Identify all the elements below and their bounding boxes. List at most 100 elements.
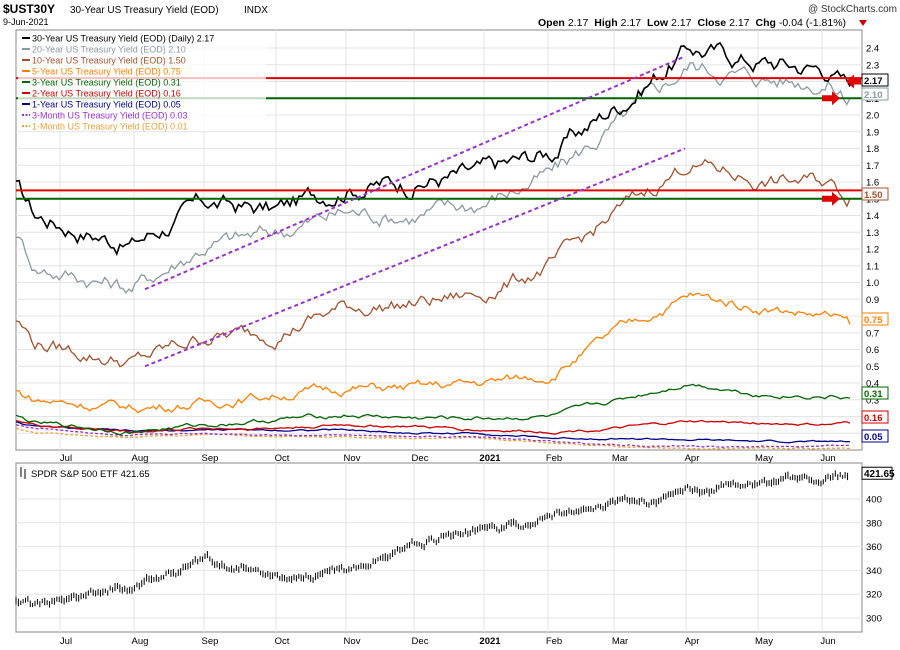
- ohlc-low-label: Low: [647, 17, 669, 29]
- triangle-down-icon[interactable]: [859, 20, 867, 26]
- value-label: 1.50: [864, 190, 883, 201]
- x-tick-label-bottom: Jun: [820, 636, 835, 647]
- ohlc-readout: Open 2.17 High 2.17 Low 2.17 Close 2.17 Chg -0.04…: [538, 17, 846, 29]
- x-tick-label: May: [755, 453, 773, 464]
- x-tick-label: 2021: [479, 453, 501, 464]
- yield-y-tick-label: 0.6: [866, 345, 879, 356]
- yield-legend: 30-Year US Treasury Yield (EOD) (Daily) …: [18, 31, 266, 132]
- value-label: 0.05: [864, 432, 883, 443]
- value-label-box: [861, 429, 889, 443]
- legend-entry: 30-Year US Treasury Yield (EOD) (Daily) …: [32, 34, 214, 44]
- value-label: 2.17: [864, 76, 883, 87]
- x-tick-label-bottom: Sep: [202, 636, 219, 647]
- x-tick-label: Apr: [685, 453, 700, 464]
- yield-y-tick-label: 1.6: [866, 178, 879, 189]
- chart-date: 9-Jun-2021: [3, 17, 49, 27]
- value-label-box: [861, 312, 889, 326]
- x-tick-label-bottom: Oct: [275, 636, 290, 647]
- ohlc-high-label: High: [594, 17, 617, 29]
- value-label-box: [861, 410, 889, 424]
- x-tick-label: Jun: [820, 453, 835, 464]
- x-tick-label-bottom: Jul: [60, 636, 72, 647]
- symbol-name: 30-Year US Treasury Yield (EOD): [70, 5, 219, 16]
- x-tick-label: Oct: [275, 453, 290, 464]
- x-tick-label-bottom: May: [755, 636, 773, 647]
- yield-y-tick-label: 1.1: [866, 261, 879, 272]
- series-line: [15, 62, 851, 294]
- spy-panel-frame: [15, 462, 863, 633]
- symbol-title: $UST30Y: [3, 2, 55, 16]
- watermark: @ StockCharts.com: [808, 4, 897, 15]
- value-label-box: [861, 386, 889, 400]
- x-tick-label-bottom: 2021: [479, 636, 501, 647]
- legend-entry: 20-Year US Treasury Yield (EOD) 2.10: [32, 45, 186, 55]
- spy-last-value-box: [861, 466, 893, 480]
- ohlc-high: 2.17: [621, 17, 642, 29]
- x-tick-label: Jul: [60, 453, 72, 464]
- series-line: [15, 383, 851, 436]
- ohlc-chg-label: Chg: [756, 17, 776, 29]
- yield-y-tick-label: 2.0: [866, 111, 879, 122]
- yield-y-tick-label: 1.2: [866, 245, 879, 256]
- x-tick-label-bottom: Mar: [612, 636, 628, 647]
- legend-entry: 3-Month US Treasury Yield (EOD) 0.03: [32, 111, 188, 121]
- trendline: [144, 147, 686, 368]
- ohlc-close-label: Close: [697, 17, 726, 29]
- ohlc-chg: -0.04 (-1.81%): [779, 17, 846, 29]
- x-tick-label: Sep: [202, 453, 219, 464]
- yield-y-tick-label: 1.9: [866, 127, 879, 138]
- series-line: [15, 158, 851, 368]
- spy-legend: SPDR S&P 500 ETF 421.65: [31, 469, 150, 480]
- yield-y-tick-label: 0.7: [866, 328, 879, 339]
- yield-y-tick-label: 1.4: [866, 211, 879, 222]
- value-label: 0.75: [864, 315, 883, 326]
- legend-entry: 2-Year US Treasury Yield (EOD) 0.16: [32, 89, 181, 99]
- x-tick-label-bottom: Aug: [132, 636, 149, 647]
- spy-y-tick-label: 400: [866, 495, 882, 506]
- series-line: [15, 427, 851, 450]
- yield-y-tick-label: 1.8: [866, 144, 879, 155]
- legend-entry: 1-Month US Treasury Yield (EOD) 0.01: [32, 122, 188, 132]
- spy-y-tick-label: 360: [866, 542, 882, 553]
- yield-y-tick-label: 0.5: [866, 362, 879, 373]
- x-tick-label: Aug: [132, 453, 149, 464]
- x-tick-label: Feb: [546, 453, 562, 464]
- x-tick-label: Dec: [412, 453, 429, 464]
- yield-y-tick-label: 0.4: [866, 379, 879, 390]
- yield-y-tick-label: 2.3: [866, 60, 879, 71]
- legend-entry: 1-Year US Treasury Yield (EOD) 0.05: [32, 100, 181, 110]
- price-bars-icon: [20, 467, 26, 479]
- ohlc-open-label: Open: [538, 17, 565, 29]
- spy-y-tick-label: 340: [866, 566, 882, 577]
- x-tick-label-bottom: Nov: [344, 636, 361, 647]
- ohlc-low: 2.17: [671, 17, 692, 29]
- value-label: 0.16: [864, 413, 883, 424]
- yield-y-tick-label: 1.7: [866, 161, 879, 172]
- x-tick-label-bottom: Dec: [412, 636, 429, 647]
- value-label: 0.31: [864, 389, 883, 400]
- x-tick-label: Mar: [612, 453, 628, 464]
- x-tick-label: Nov: [344, 453, 361, 464]
- spy-y-tick-label: 380: [866, 518, 882, 529]
- series-line: [15, 419, 851, 435]
- ohlc-open: 2.17: [568, 17, 589, 29]
- symbol-exchange: INDX: [244, 5, 268, 16]
- yield-y-tick-label: 1.0: [866, 278, 879, 289]
- spy-y-tick-label: 300: [866, 614, 882, 625]
- x-tick-label-bottom: Apr: [685, 636, 700, 647]
- value-label-box: [861, 87, 889, 101]
- ohlc-close: 2.17: [729, 17, 750, 29]
- arrow-left-icon: [846, 74, 861, 89]
- yield-y-tick-label: 1.3: [866, 228, 879, 239]
- x-tick-label-bottom: Feb: [546, 636, 562, 647]
- series-line: [15, 424, 851, 448]
- yield-y-tick-label: 2.4: [866, 44, 879, 55]
- value-label-box: [861, 73, 889, 87]
- value-label: 2.10: [864, 90, 883, 101]
- trendline: [144, 55, 686, 291]
- yield-y-tick-label: 0.9: [866, 295, 879, 306]
- arrow-right-icon: [822, 91, 840, 106]
- legend-background: [18, 31, 266, 131]
- spy-y-tick-label: 320: [866, 590, 882, 601]
